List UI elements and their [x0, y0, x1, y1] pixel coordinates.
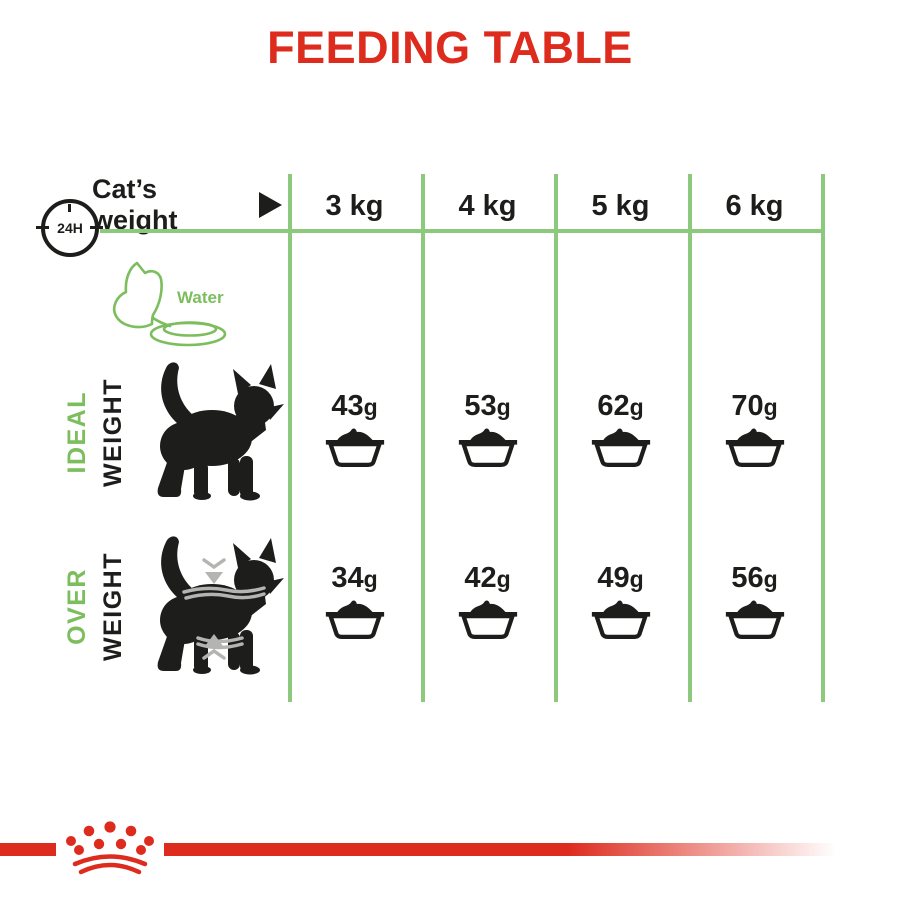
- portion-cell-over-5kg: 49g: [554, 564, 687, 640]
- row-label-ideal-weight: IDEAL WEIGHT: [58, 366, 132, 498]
- column-header-3kg: 3 kg: [325, 190, 384, 222]
- portion-amount: 62g: [554, 392, 687, 421]
- amount-unit: g: [763, 394, 778, 420]
- amount-number: 43: [331, 390, 364, 422]
- amount-number: 49: [597, 562, 630, 594]
- grid-line-vertical-4: [688, 174, 692, 702]
- amount-number: 42: [464, 562, 497, 594]
- page-title: FEEDING TABLE: [267, 22, 633, 73]
- amount-unit: g: [496, 394, 511, 420]
- row-label-weight-2: WEIGHT: [98, 551, 127, 661]
- portion-cell-ideal-5kg: 62g: [554, 392, 687, 468]
- portion-amount: 56g: [688, 564, 821, 593]
- ideal-weight-cat-icon: [157, 362, 284, 501]
- amount-unit: g: [629, 394, 644, 420]
- amount-number: 62: [597, 390, 630, 422]
- red-band-left: [0, 843, 56, 856]
- row-header-label: Cat’s weight: [92, 174, 178, 235]
- column-header-5kg: 5 kg: [591, 190, 650, 222]
- row-label-over-weight: OVER WEIGHT: [58, 540, 132, 672]
- clock-tick-top: [68, 204, 71, 212]
- food-bowl-icon: [591, 428, 650, 467]
- food-bowl-icon: [325, 600, 384, 639]
- royal-canin-crown-logo: [66, 821, 154, 875]
- portion-amount: 53g: [421, 392, 554, 421]
- portion-cell-over-4kg: 42g: [421, 564, 554, 640]
- grid-line-vertical-5: [821, 174, 825, 702]
- portion-cell-ideal-6kg: 70g: [688, 392, 821, 468]
- cat-drinking-water-icon: [112, 261, 227, 347]
- clock-tick-left: [36, 226, 49, 229]
- food-bowl-icon: [725, 428, 784, 467]
- grid-line-horizontal: [100, 229, 823, 233]
- amount-number: 53: [464, 390, 497, 422]
- food-bowl-icon: [591, 600, 650, 639]
- portion-amount: 70g: [688, 392, 821, 421]
- portion-amount: 42g: [421, 564, 554, 593]
- amount-unit: g: [496, 566, 511, 592]
- amount-unit: g: [629, 566, 644, 592]
- amount-number: 34: [331, 562, 364, 594]
- column-header-6kg: 6 kg: [725, 190, 784, 222]
- amount-unit: g: [363, 394, 378, 420]
- row-label-ideal: IDEAL: [62, 390, 91, 474]
- grid-line-vertical-1: [288, 174, 292, 702]
- overweight-cat-icon: [157, 536, 284, 675]
- food-bowl-icon: [725, 600, 784, 639]
- food-bowl-icon: [458, 600, 517, 639]
- portion-cell-ideal-4kg: 53g: [421, 392, 554, 468]
- portion-amount: 34g: [288, 564, 421, 593]
- portion-cell-over-6kg: 56g: [688, 564, 821, 640]
- food-bowl-icon: [325, 428, 384, 467]
- grid-line-vertical-2: [421, 174, 425, 702]
- water-label: Water: [177, 288, 224, 307]
- amount-number: 70: [731, 390, 764, 422]
- column-header-4kg: 4 kg: [458, 190, 517, 222]
- amount-number: 56: [731, 562, 764, 594]
- row-label-over: OVER: [62, 567, 91, 645]
- grid-line-vertical-3: [554, 174, 558, 702]
- portion-amount: 49g: [554, 564, 687, 593]
- portion-cell-ideal-3kg: 43g: [288, 392, 421, 468]
- row-label-weight-1: WEIGHT: [98, 377, 127, 487]
- red-band-right: [164, 843, 836, 856]
- clock-label: 24H: [57, 220, 83, 236]
- amount-unit: g: [763, 566, 778, 592]
- right-arrow-icon: [259, 192, 282, 218]
- food-bowl-icon: [458, 428, 517, 467]
- portion-cell-over-3kg: 34g: [288, 564, 421, 640]
- row-header: Cat’s weight: [92, 174, 282, 235]
- clock-tick-right: [90, 226, 103, 229]
- amount-unit: g: [363, 566, 378, 592]
- portion-amount: 43g: [288, 392, 421, 421]
